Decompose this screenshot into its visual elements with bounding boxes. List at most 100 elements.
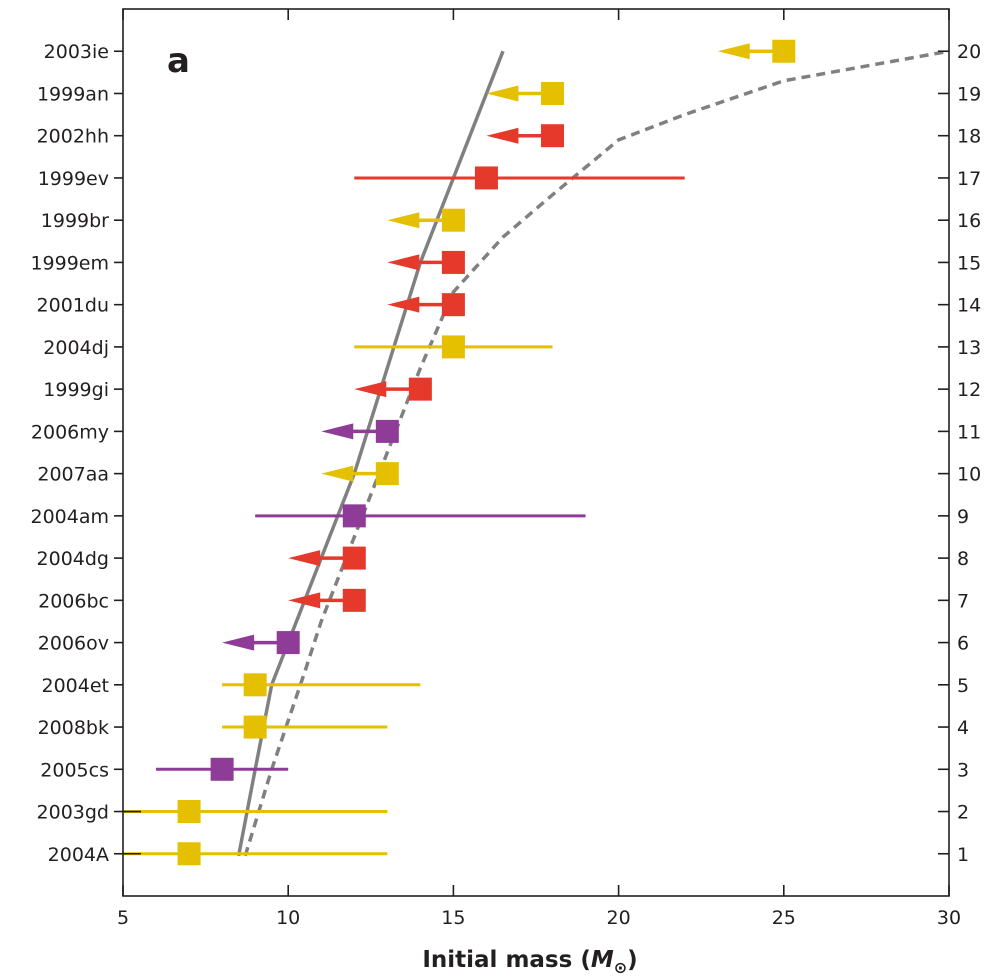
rank-label: 7	[957, 590, 969, 612]
x-axis-title: Initial mass (M⊙)	[422, 947, 637, 977]
sn-2003ie	[717, 39, 796, 63]
x-tick-label: 15	[441, 907, 465, 929]
x-axis-title-symbol: M	[591, 947, 614, 973]
x-tick-label: 5	[117, 907, 129, 929]
rank-label: 14	[957, 295, 981, 317]
marker-1999an	[541, 81, 565, 105]
sn-name-label: 2006bc	[38, 590, 109, 612]
sn-1999em	[387, 250, 465, 274]
arrow-head-2003ie	[717, 43, 750, 60]
sn-2006my	[321, 419, 399, 443]
sn-name-label: 2004dj	[43, 337, 109, 359]
rank-label: 3	[957, 759, 969, 781]
rank-label: 6	[957, 633, 969, 655]
arrow-head-1999br	[387, 212, 420, 229]
sn-2006ov	[222, 631, 300, 655]
sn-name-label: 1999em	[30, 252, 109, 274]
marker-2004dg	[342, 546, 366, 570]
rank-label: 19	[957, 83, 981, 105]
sn-name-label: 2003ie	[44, 41, 109, 63]
x-axis-title-suffix: )	[627, 947, 638, 973]
arrow-head-1999em	[387, 254, 420, 271]
sn-name-label: 1999br	[41, 210, 109, 232]
sn-2004A	[123, 842, 388, 866]
sn-2004dj	[354, 335, 553, 359]
sn-name-label: 2008bk	[38, 717, 109, 739]
axis-ticks	[114, 9, 950, 896]
arrow-head-1999an	[486, 85, 519, 102]
rank-label: 10	[957, 464, 981, 486]
marker-1999gi	[408, 377, 432, 401]
sn-name-label: 2004A	[48, 844, 109, 866]
model-curves	[236, 49, 950, 857]
marker-2006ov	[276, 631, 300, 655]
sn-2006bc	[288, 588, 366, 612]
model-curve-dashed	[243, 49, 950, 857]
sn-2004dg	[288, 546, 366, 570]
rank-label: 16	[957, 210, 981, 232]
marker-2002hh	[541, 124, 565, 148]
rank-label: 8	[957, 548, 969, 570]
sn-name-label: 2007aa	[37, 464, 109, 486]
sn-2001du	[387, 293, 465, 317]
arrow-head-2007aa	[321, 465, 354, 482]
sn-2004et	[222, 673, 421, 697]
rank-label: 17	[957, 168, 981, 190]
data-series	[123, 39, 796, 866]
sn-2007aa	[321, 462, 399, 486]
marker-2006bc	[342, 588, 366, 612]
sn-name-label: 1999an	[37, 83, 109, 105]
rank-label: 2	[957, 802, 969, 824]
x-axis-title-prefix: Initial mass (	[422, 947, 591, 973]
sn-2002hh	[486, 124, 565, 148]
marker-1999br	[441, 208, 465, 232]
sn-name-label: 2006ov	[38, 633, 109, 655]
sn-name-label: 2006my	[31, 421, 109, 443]
sn-name-label: 2001du	[37, 295, 109, 317]
plot-frame	[122, 8, 950, 897]
rank-label: 9	[957, 506, 969, 528]
rank-label: 5	[957, 675, 969, 697]
marker-2001du	[441, 293, 465, 317]
sn-name-label: 2004et	[42, 675, 110, 697]
marker-2003gd	[177, 800, 201, 824]
rank-label: 4	[957, 717, 969, 739]
x-tick-label: 25	[772, 907, 796, 929]
sn-2008bk	[222, 715, 388, 739]
arrow-head-2002hh	[486, 127, 519, 144]
model-curve-solid	[236, 50, 505, 857]
arrow-head-2006my	[321, 423, 354, 440]
marker-2004am	[342, 504, 366, 528]
sn-1999ev	[354, 166, 685, 190]
panel-label: a	[167, 41, 190, 81]
sn-name-label: 2004dg	[37, 548, 109, 570]
x-axis-title-sub: ⊙	[614, 958, 627, 977]
sn-name-label: 2005cs	[40, 759, 109, 781]
marker-2007aa	[375, 462, 399, 486]
sn-name-label: 2004am	[30, 506, 109, 528]
arrow-head-2006ov	[222, 634, 255, 651]
rank-label: 20	[957, 41, 981, 63]
marker-2004A	[177, 842, 201, 866]
arrow-head-2004dg	[288, 550, 321, 567]
marker-2008bk	[243, 715, 267, 739]
marker-2004dj	[441, 335, 465, 359]
sn-name-label: 1999gi	[43, 379, 109, 401]
arrow-head-1999gi	[354, 381, 387, 398]
rank-label: 13	[957, 337, 981, 359]
marker-1999ev	[474, 166, 498, 190]
rank-label: 18	[957, 126, 981, 148]
marker-2006my	[375, 419, 399, 443]
marker-1999em	[441, 250, 465, 274]
sn-2005cs	[156, 757, 289, 781]
rank-label: 11	[957, 421, 981, 443]
sn-1999gi	[354, 377, 432, 401]
sn-name-label: 1999ev	[38, 168, 109, 190]
marker-2004et	[243, 673, 267, 697]
sn-2003gd	[123, 800, 388, 824]
x-tick-label: 10	[276, 907, 300, 929]
sn-name-label: 2003gd	[37, 802, 109, 824]
rank-label: 15	[957, 252, 981, 274]
